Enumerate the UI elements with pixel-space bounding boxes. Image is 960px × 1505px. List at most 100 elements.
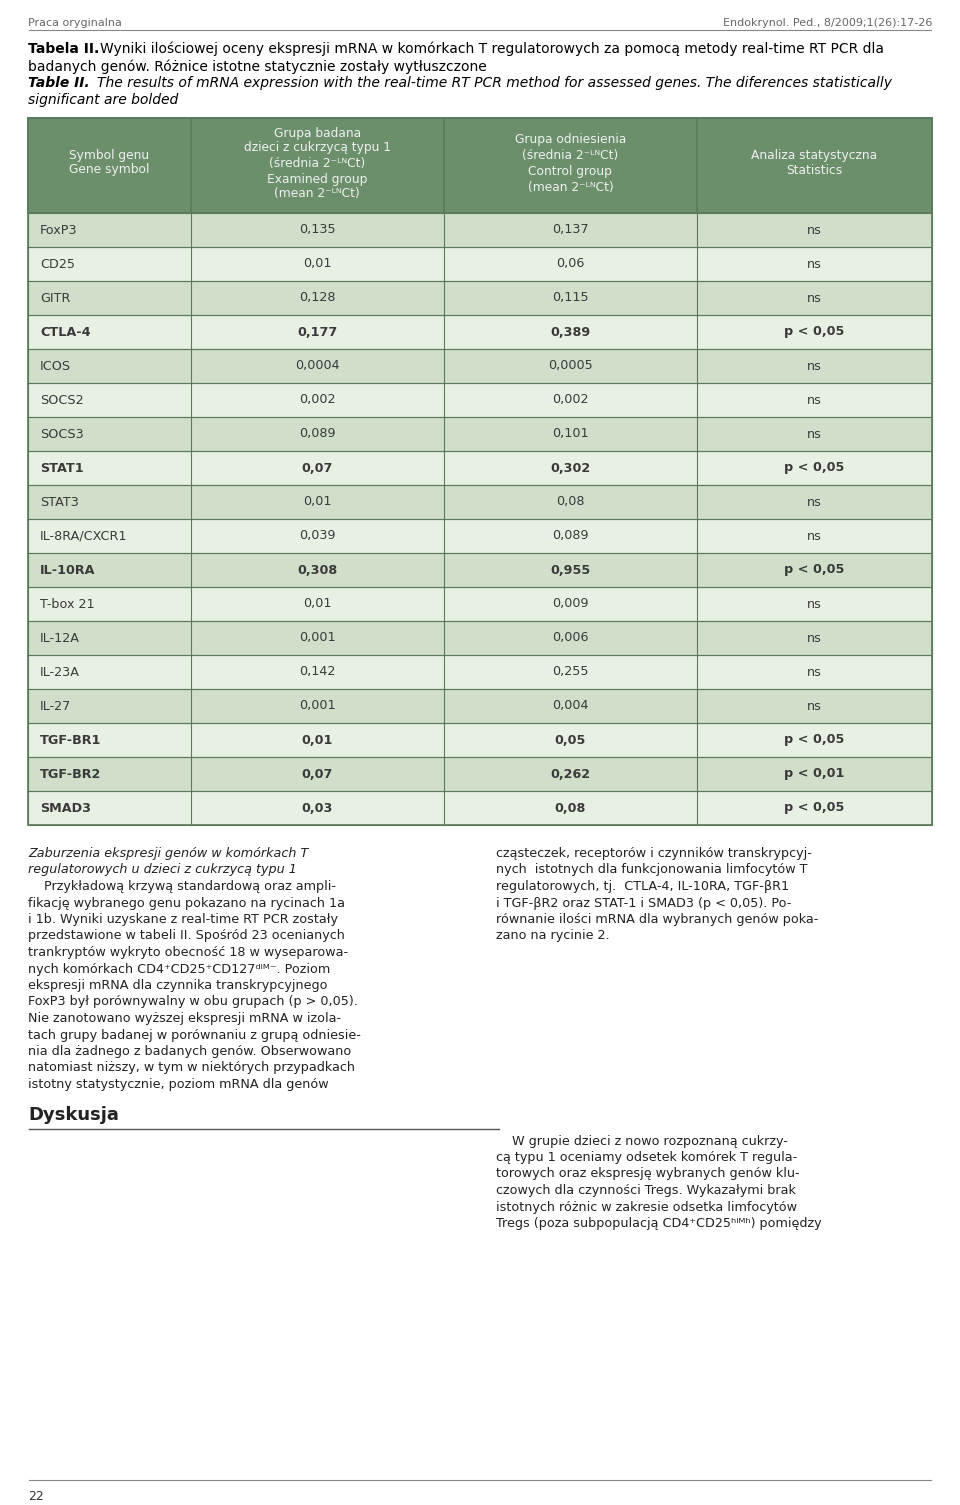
Text: 0,004: 0,004 <box>552 700 588 712</box>
Bar <box>28 452 932 485</box>
Text: regulatorowych u dzieci z cukrzycą typu 1: regulatorowych u dzieci z cukrzycą typu … <box>28 864 297 876</box>
Text: dzieci z cukrzycą typu 1: dzieci z cukrzycą typu 1 <box>244 141 391 155</box>
Text: badanych genów. Różnice istotne statycznie zostały wytłuszczone: badanych genów. Różnice istotne statyczn… <box>28 59 487 74</box>
Bar <box>28 622 932 655</box>
Text: 0,089: 0,089 <box>299 427 336 441</box>
Text: 0,135: 0,135 <box>299 224 336 236</box>
Text: Praca oryginalna: Praca oryginalna <box>28 18 122 29</box>
Bar <box>28 214 191 247</box>
Bar <box>444 247 697 281</box>
Text: p < 0,05: p < 0,05 <box>784 325 845 339</box>
Bar <box>697 452 932 485</box>
Text: 0,955: 0,955 <box>550 563 590 576</box>
Bar <box>444 382 697 417</box>
Text: istotnych różnic w zakresie odsetka limfocytów: istotnych różnic w zakresie odsetka limf… <box>496 1201 797 1213</box>
Text: 0,389: 0,389 <box>550 325 590 339</box>
Text: zano na rycinie 2.: zano na rycinie 2. <box>496 930 610 942</box>
Text: 0,01: 0,01 <box>303 495 331 509</box>
Text: CTLA-4: CTLA-4 <box>40 325 90 339</box>
Bar <box>697 622 932 655</box>
Bar <box>444 622 697 655</box>
Bar <box>28 792 932 825</box>
Bar <box>191 552 444 587</box>
Bar <box>191 214 444 247</box>
Bar <box>191 792 444 825</box>
Bar <box>28 519 932 552</box>
Text: 0,07: 0,07 <box>301 768 333 781</box>
Bar <box>28 655 932 689</box>
Text: 0,001: 0,001 <box>299 632 336 644</box>
Bar <box>28 485 191 519</box>
Bar <box>697 117 932 214</box>
Text: STAT3: STAT3 <box>40 495 79 509</box>
Bar <box>28 587 191 622</box>
Bar <box>28 655 191 689</box>
Bar <box>28 757 932 792</box>
Text: 0,128: 0,128 <box>299 292 336 304</box>
Text: 0,006: 0,006 <box>552 632 588 644</box>
Bar <box>444 792 697 825</box>
Text: 0,142: 0,142 <box>300 665 335 679</box>
Bar <box>697 655 932 689</box>
Text: 0,01: 0,01 <box>301 733 333 746</box>
Bar <box>191 315 444 349</box>
Bar <box>444 281 697 315</box>
Text: SOCS2: SOCS2 <box>40 393 84 406</box>
Text: Dyskusja: Dyskusja <box>28 1106 119 1124</box>
Text: Zaburzenia ekspresji genów w komórkach T: Zaburzenia ekspresji genów w komórkach T <box>28 847 308 859</box>
Bar <box>28 722 932 757</box>
Bar <box>191 722 444 757</box>
Text: 0,06: 0,06 <box>556 257 585 271</box>
Bar <box>697 689 932 722</box>
Bar <box>28 452 191 485</box>
Bar <box>697 417 932 452</box>
Text: IL-10RA: IL-10RA <box>40 563 95 576</box>
Bar <box>697 485 932 519</box>
Text: 0,262: 0,262 <box>550 768 590 781</box>
Bar <box>697 757 932 792</box>
Bar <box>28 315 191 349</box>
Text: Table II.: Table II. <box>28 75 89 90</box>
Text: FoxP3 był porównywalny w obu grupach (p > 0,05).: FoxP3 był porównywalny w obu grupach (p … <box>28 995 358 1008</box>
Text: nych komórkach CD4⁺CD25⁺CD127ᵈᴵᴹ⁻. Poziom: nych komórkach CD4⁺CD25⁺CD127ᵈᴵᴹ⁻. Pozio… <box>28 963 330 975</box>
Bar <box>28 552 932 587</box>
Text: ns: ns <box>807 597 822 611</box>
Text: 22: 22 <box>28 1490 44 1503</box>
Text: 0,039: 0,039 <box>299 530 336 542</box>
Bar <box>191 622 444 655</box>
Text: SMAD3: SMAD3 <box>40 802 91 814</box>
Bar <box>697 382 932 417</box>
Bar <box>28 315 932 349</box>
Bar <box>697 315 932 349</box>
Bar <box>28 382 932 417</box>
Text: TGF-BR2: TGF-BR2 <box>40 768 102 781</box>
Bar <box>28 689 932 722</box>
Bar <box>28 519 191 552</box>
Bar <box>28 247 932 281</box>
Text: i 1b. Wyniki uzyskane z real-time RT PCR zostały: i 1b. Wyniki uzyskane z real-time RT PCR… <box>28 914 338 926</box>
Text: CD25: CD25 <box>40 257 75 271</box>
Text: fikację wybranego genu pokazano na rycinach 1a: fikację wybranego genu pokazano na rycin… <box>28 897 345 909</box>
Bar <box>28 587 932 622</box>
Bar <box>28 722 191 757</box>
Text: 0,0004: 0,0004 <box>295 360 340 373</box>
Bar <box>191 382 444 417</box>
Text: Endokrynol. Ped., 8/2009;1(26):17-26: Endokrynol. Ped., 8/2009;1(26):17-26 <box>723 18 932 29</box>
Text: FoxP3: FoxP3 <box>40 224 78 236</box>
Text: 0,177: 0,177 <box>298 325 337 339</box>
Text: torowych oraz ekspresję wybranych genów klu-: torowych oraz ekspresję wybranych genów … <box>496 1168 800 1180</box>
Text: 0,137: 0,137 <box>552 224 588 236</box>
Text: ns: ns <box>807 292 822 304</box>
Text: Gene symbol: Gene symbol <box>69 164 150 176</box>
Text: ns: ns <box>807 257 822 271</box>
Text: 0,08: 0,08 <box>556 495 585 509</box>
Text: IL-27: IL-27 <box>40 700 71 712</box>
Text: cą typu 1 oceniamy odsetek komórek T regula-: cą typu 1 oceniamy odsetek komórek T reg… <box>496 1151 797 1163</box>
Text: tach grupy badanej w porównaniu z grupą odniesie-: tach grupy badanej w porównaniu z grupą … <box>28 1028 361 1041</box>
Bar <box>444 417 697 452</box>
Text: 0,009: 0,009 <box>552 597 588 611</box>
Bar <box>697 214 932 247</box>
Bar <box>697 349 932 382</box>
Bar <box>191 485 444 519</box>
Text: 0,308: 0,308 <box>298 563 337 576</box>
